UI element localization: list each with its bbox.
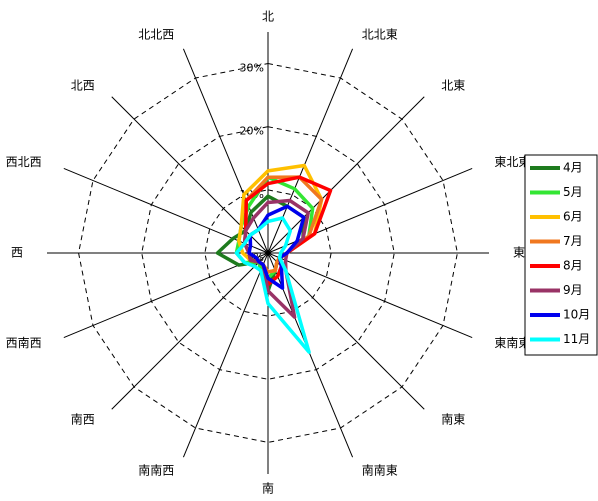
axis-line xyxy=(182,252,269,458)
legend-label: 8月 xyxy=(563,259,583,273)
series-line xyxy=(247,204,306,290)
category-label: 南南西 xyxy=(138,463,174,478)
legend-label: 7月 xyxy=(563,234,583,248)
category-label: 北北西 xyxy=(138,27,174,41)
legend-label: 9月 xyxy=(563,283,583,297)
legend: 4月 5月 6月 7月 8月 9月 10月 11月 xyxy=(524,154,598,356)
legend-box xyxy=(524,154,598,356)
legend-label: 5月 xyxy=(563,185,583,199)
grid-ring xyxy=(204,189,332,317)
legend-label: 4月 xyxy=(563,161,583,175)
legend-label: 10月 xyxy=(563,308,590,322)
category-label: 西南西 xyxy=(6,335,42,350)
tick-label: 30% xyxy=(240,62,264,75)
category-label: 南東 xyxy=(441,411,465,426)
category-label: 東南東 xyxy=(494,335,530,350)
category-label: 東北東 xyxy=(494,155,530,169)
category-label: 西 xyxy=(11,246,23,260)
category-label: 南南東 xyxy=(362,463,398,478)
category-label: 北東 xyxy=(441,79,465,93)
category-label: 西北西 xyxy=(6,155,42,169)
axis-line xyxy=(267,96,425,254)
series-line xyxy=(242,198,310,319)
category-label: 東 xyxy=(513,246,525,260)
tick-label: 20% xyxy=(240,125,264,138)
category-label: 北西 xyxy=(71,79,95,93)
category-label: 北 xyxy=(262,10,274,24)
axis-line xyxy=(267,252,473,339)
category-label: 北北東 xyxy=(362,27,398,41)
legend-label: 6月 xyxy=(563,210,583,224)
category-label: 南 xyxy=(262,481,274,496)
axis-line xyxy=(111,252,269,410)
series-line xyxy=(234,216,311,354)
axis-line xyxy=(182,48,269,254)
axis-line xyxy=(63,252,269,339)
grid-ring xyxy=(78,63,458,443)
legend-label: 11月 xyxy=(563,332,590,346)
category-label: 南西 xyxy=(71,411,95,426)
axis-line xyxy=(267,252,425,410)
